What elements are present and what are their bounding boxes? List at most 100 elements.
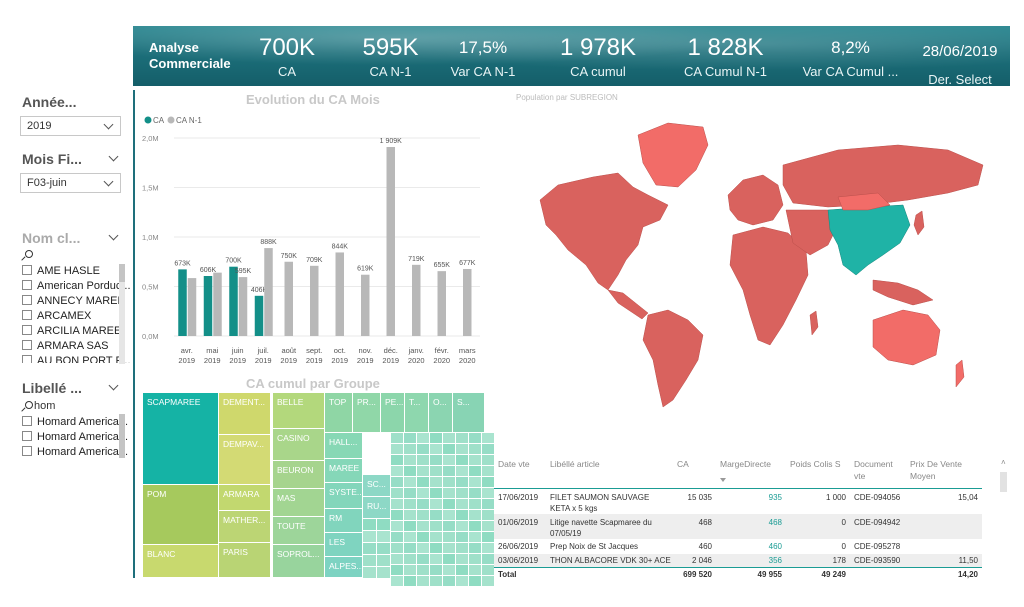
map-region-asia-highlighted[interactable] [827,204,911,276]
treemap-cell[interactable] [456,543,469,554]
treemap-cell[interactable] [482,477,495,488]
treemap-cell[interactable] [417,488,430,499]
map-region-south-america[interactable] [642,309,704,408]
checkbox[interactable] [22,265,32,275]
table-scrollbar[interactable]: ˄ [1000,458,1008,578]
treemap-cell[interactable]: PR... [353,393,381,433]
treemap-cell[interactable] [430,466,443,477]
treemap-cell[interactable]: RU... [363,497,391,519]
treemap-cell[interactable] [443,455,456,466]
column-header[interactable]: Libéllé article [550,459,600,469]
treemap-cell[interactable] [443,543,456,554]
treemap-cell[interactable] [404,499,417,510]
treemap-cell[interactable] [391,532,404,543]
treemap-cell[interactable] [443,521,456,532]
list-item[interactable]: ANNECY MAREE [22,295,125,309]
treemap-cell[interactable] [430,521,443,532]
treemap-cell[interactable] [417,433,430,444]
checkbox[interactable] [22,310,32,320]
treemap-cell[interactable]: O... [429,393,453,433]
treemap-cell[interactable] [391,543,404,554]
treemap-cell[interactable] [391,499,404,510]
treemap-cell[interactable] [404,554,417,565]
map-region-japan[interactable] [913,210,925,236]
treemap-cell[interactable]: ALPES... [325,557,363,578]
treemap-cell[interactable] [417,521,430,532]
treemap-cell[interactable] [404,466,417,477]
column-header[interactable]: MargeDirecte [720,459,772,469]
treemap-cell[interactable] [377,543,391,555]
treemap-cell[interactable] [482,455,495,466]
libelle-scrollbar[interactable] [119,414,125,458]
checkbox[interactable] [22,446,32,456]
treemap-cell[interactable] [417,444,430,455]
kpi-ca-cumul[interactable]: 1 978K CA cumul [543,34,653,79]
column-header[interactable]: Prix De Vente Moyen [910,459,962,481]
treemap-cell[interactable] [456,576,469,587]
treemap-cell[interactable] [430,543,443,554]
list-item[interactable]: Homard America... [22,446,128,460]
treemap-cell[interactable] [404,455,417,466]
treemap-cell[interactable] [430,510,443,521]
treemap-cell[interactable] [469,466,482,477]
search-icon[interactable] [25,250,33,258]
kpi-ca-cumul-n1[interactable]: 1 828K CA Cumul N-1 [663,34,788,79]
treemap-cell[interactable] [404,543,417,554]
treemap-cell[interactable] [456,455,469,466]
map-region-south-east-asia[interactable] [872,279,934,306]
treemap-cell[interactable] [469,433,482,444]
treemap-cell[interactable] [404,444,417,455]
treemap-cell[interactable] [443,565,456,576]
column-header[interactable]: Poids Colis S [790,459,841,469]
list-item[interactable]: Homard America... [22,431,128,445]
treemap-cell[interactable] [391,510,404,521]
kpi-var-ca-n1[interactable]: 17,5% Var CA N-1 [433,34,533,79]
treemap-cell[interactable] [482,565,495,576]
client-scroll-thumb[interactable] [119,264,125,282]
treemap-cell[interactable]: DEMPAV... [219,435,271,485]
treemap-cell[interactable] [363,519,377,531]
treemap-cell[interactable]: TOUTE [273,517,325,545]
treemap-cell[interactable] [404,510,417,521]
map-region-new-zealand[interactable] [955,359,965,388]
checkbox[interactable] [22,295,32,305]
treemap-cell[interactable] [377,567,391,579]
treemap-cell[interactable] [469,499,482,510]
treemap-cell[interactable]: SYSTE... [325,483,363,509]
treemap-cell[interactable] [469,576,482,587]
treemap-cell[interactable] [377,555,391,567]
treemap-cell[interactable] [417,565,430,576]
treemap-cell[interactable] [417,543,430,554]
treemap-cell[interactable] [456,521,469,532]
treemap-cell[interactable] [482,444,495,455]
treemap-cell[interactable]: LES [325,533,363,557]
checkbox[interactable] [22,431,32,441]
client-scrollbar[interactable] [119,264,125,364]
table-row[interactable]: 01/06/2019 Litige navette Scapmaree du 0… [494,514,982,539]
treemap-cell[interactable] [430,554,443,565]
treemap-cell[interactable] [456,532,469,543]
treemap-cell[interactable]: BELLE [273,393,325,429]
treemap-cell[interactable] [482,499,495,510]
treemap-cell[interactable] [430,499,443,510]
treemap-cell[interactable] [404,488,417,499]
treemap-cell[interactable] [482,466,495,477]
treemap-cell[interactable]: MAREE [325,459,363,483]
treemap-cell[interactable]: PARIS [219,543,271,578]
treemap-cell[interactable] [391,455,404,466]
treemap-cell[interactable] [377,531,391,543]
treemap-cell[interactable] [443,576,456,587]
column-header[interactable]: CA [677,459,689,469]
treemap-cell[interactable] [417,510,430,521]
chevron-up-icon[interactable]: ˄ [1001,458,1006,467]
checkbox[interactable] [22,325,32,335]
treemap-cell[interactable] [404,433,417,444]
treemap-cell[interactable] [456,444,469,455]
treemap-cell[interactable]: HALL... [325,433,363,459]
treemap-cell[interactable]: SCAPMAREE [143,393,219,485]
treemap-cell[interactable] [391,554,404,565]
chevron-down-icon[interactable] [108,151,119,162]
treemap-cell[interactable] [456,466,469,477]
treemap-cell[interactable]: ARMARA [219,485,271,511]
treemap-cell[interactable] [391,488,404,499]
